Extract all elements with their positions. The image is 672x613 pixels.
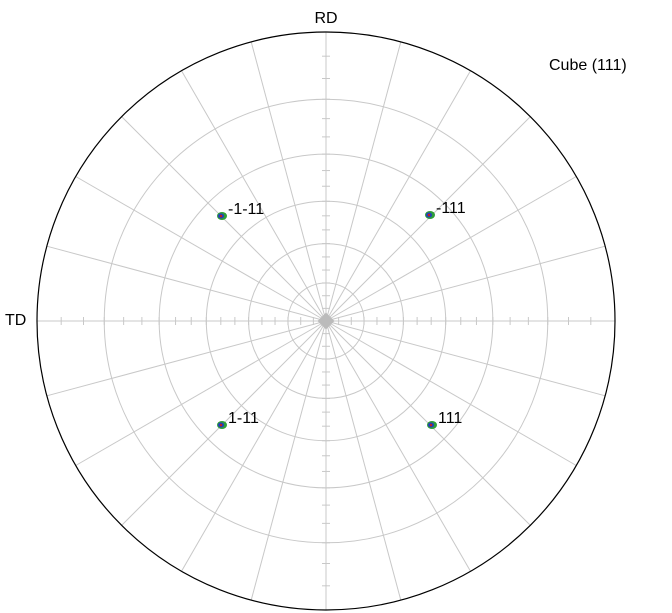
grid-spoke	[325, 70, 471, 322]
pole-label: 1-11	[228, 410, 259, 427]
pole-core	[219, 423, 223, 427]
grid-spoke	[46, 245, 327, 322]
figure-title: Cube (111)	[549, 57, 627, 74]
pole-label: 111	[438, 410, 462, 427]
grid	[37, 32, 615, 610]
grid-spoke	[325, 320, 471, 572]
pole-core	[219, 214, 223, 218]
pole-core	[429, 423, 433, 427]
outer-circle	[36, 31, 616, 611]
pole-label: -1-11	[228, 201, 264, 218]
rd-label: RD	[314, 10, 337, 27]
grid-spoke	[325, 41, 402, 322]
pole-label: -111	[436, 200, 466, 217]
grid-spoke	[325, 320, 402, 601]
poles: -1-11 -111 1-11 111	[217, 200, 466, 429]
td-label: TD	[5, 312, 26, 329]
grid-spoke	[181, 70, 327, 322]
grid-spoke	[75, 320, 327, 466]
grid-spoke	[250, 41, 327, 322]
grid-spoke	[181, 320, 327, 572]
grid-spoke	[325, 320, 606, 397]
grid-spoke	[46, 320, 327, 397]
grid-spoke	[325, 176, 577, 322]
grid-spoke	[75, 176, 327, 322]
grid-spoke	[250, 320, 327, 601]
grid-spoke	[325, 320, 577, 466]
center-mark	[317, 312, 335, 330]
grid-spoke	[325, 116, 531, 322]
pole-core	[427, 213, 431, 217]
grid-spoke	[325, 245, 606, 322]
